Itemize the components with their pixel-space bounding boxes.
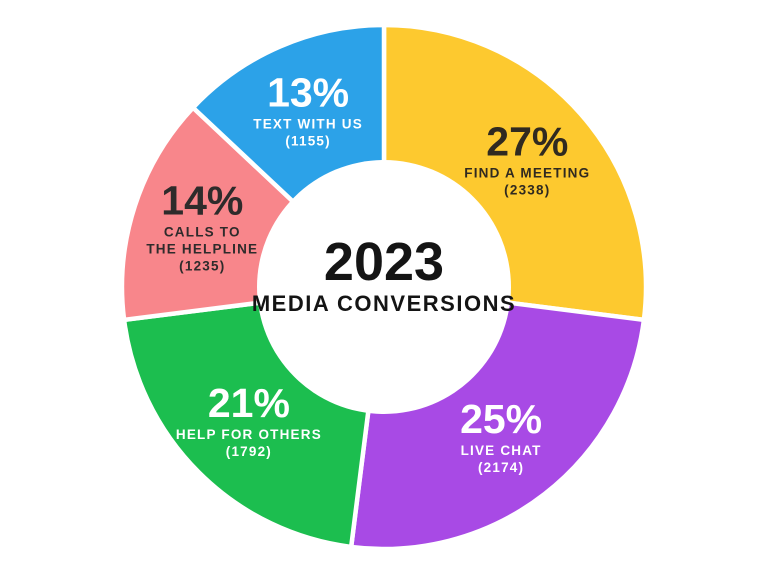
segment-label-help-for-others: HELP FOR OTHERS — [176, 427, 322, 442]
segment-count-text-with-us: (1155) — [285, 134, 330, 149]
segment-percent-calls-to-the-helpline: 14% — [161, 178, 243, 224]
segment-label-live-chat: LIVE CHAT — [461, 443, 542, 458]
segment-percent-live-chat: 25% — [460, 396, 542, 442]
segment-percent-help-for-others: 21% — [208, 380, 290, 426]
segment-label-calls-to-the-helpline: THE HELPLINE — [146, 242, 258, 257]
segment-percent-find-a-meeting: 27% — [486, 119, 568, 165]
segment-label-find-a-meeting: FIND A MEETING — [464, 166, 590, 181]
segment-count-find-a-meeting: (2338) — [504, 183, 550, 198]
segment-count-calls-to-the-helpline: (1235) — [179, 259, 225, 274]
segment-percent-text-with-us: 13% — [267, 70, 349, 116]
segment-count-help-for-others: (1792) — [226, 444, 272, 459]
segment-label-text-with-us: TEXT WITH US — [253, 117, 363, 132]
chart-center-subtitle: MEDIA CONVERSIONS — [252, 291, 516, 316]
donut-hole — [257, 160, 511, 414]
chart-center-title: 2023 — [324, 232, 444, 292]
segment-count-live-chat: (2174) — [478, 460, 524, 475]
segment-label-calls-to-the-helpline: CALLS TO — [164, 225, 241, 240]
